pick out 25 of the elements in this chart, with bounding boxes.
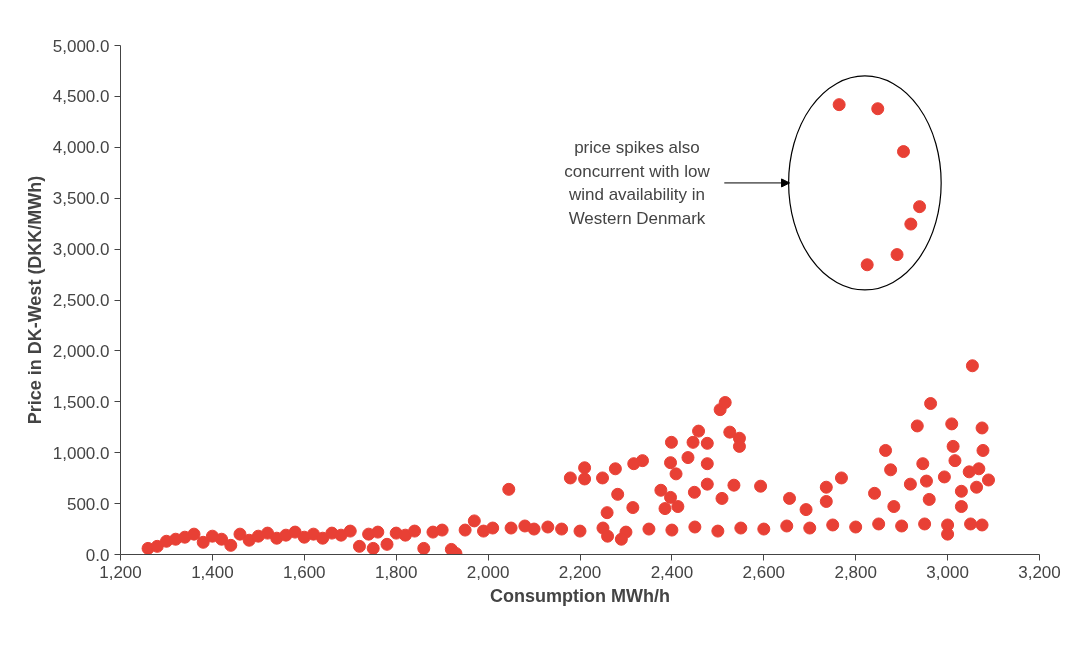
y-tick-label: 500.0 xyxy=(66,494,110,514)
x-tick-label: 2,000 xyxy=(466,562,510,582)
y-axis-title: Price in DK-West (DKK/MWh) xyxy=(24,175,45,425)
y-tick-label: 1,500.0 xyxy=(52,392,110,412)
x-tick-label: 3,000 xyxy=(926,562,969,582)
x-tick-label: 2,200 xyxy=(558,562,602,582)
x-axis-title: Consumption MWh/h xyxy=(490,585,670,606)
x-tick-label: 3,200 xyxy=(1018,562,1061,582)
y-tick-label: 5,000.0 xyxy=(52,36,110,56)
y-tick-label: 1,000.0 xyxy=(52,443,110,463)
x-tick-label: 2,400 xyxy=(650,562,694,582)
x-tick-label: 1,800 xyxy=(374,562,418,582)
y-tick-label: 2,000.0 xyxy=(52,341,110,361)
y-tick-label: 0.0 xyxy=(85,545,110,565)
y-tick-label: 2,500.0 xyxy=(52,291,110,310)
y-tick-label: 3,000.0 xyxy=(52,240,110,260)
x-tick-label: 2,800 xyxy=(834,562,877,582)
x-tick-label: 1,200 xyxy=(99,562,142,582)
x-tick-label: 1,600 xyxy=(283,562,326,582)
y-tick-label: 3,500.0 xyxy=(52,189,110,209)
x-tick-label: 2,600 xyxy=(742,562,786,582)
annotation: price spikes also concurrent with low wind availability in Western Denmark xyxy=(564,137,711,229)
x-tick-label: 1,400 xyxy=(191,562,234,582)
y-tick-label: 4,000.0 xyxy=(52,138,110,158)
y-tick-label: 4,500.0 xyxy=(52,87,110,107)
